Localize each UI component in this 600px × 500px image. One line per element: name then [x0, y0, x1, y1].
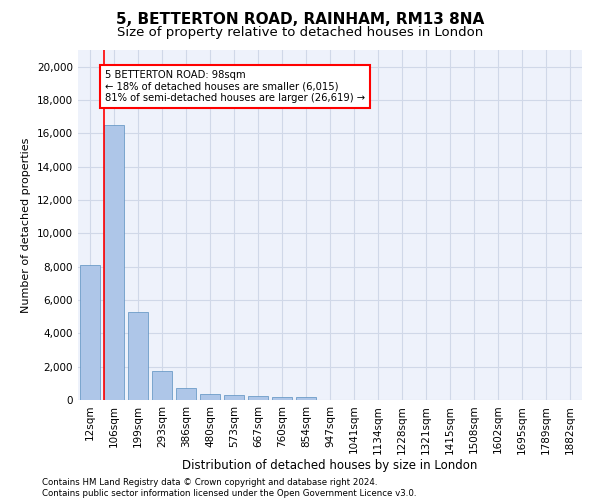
X-axis label: Distribution of detached houses by size in London: Distribution of detached houses by size …: [182, 459, 478, 472]
Bar: [152, 371, 172, 400]
Bar: [200, 394, 220, 400]
Text: Contains HM Land Registry data © Crown copyright and database right 2024.
Contai: Contains HM Land Registry data © Crown c…: [42, 478, 416, 498]
Text: 5, BETTERTON ROAD, RAINHAM, RM13 8NA: 5, BETTERTON ROAD, RAINHAM, RM13 8NA: [116, 12, 484, 28]
Bar: [224, 396, 244, 400]
Y-axis label: Number of detached properties: Number of detached properties: [22, 138, 31, 312]
Bar: [104, 125, 124, 400]
Text: 5 BETTERTON ROAD: 98sqm
← 18% of detached houses are smaller (6,015)
81% of semi: 5 BETTERTON ROAD: 98sqm ← 18% of detache…: [105, 70, 365, 103]
Bar: [296, 397, 316, 400]
Text: Size of property relative to detached houses in London: Size of property relative to detached ho…: [117, 26, 483, 39]
Bar: [248, 396, 268, 400]
Bar: [80, 265, 100, 400]
Bar: [272, 397, 292, 400]
Bar: [128, 312, 148, 400]
Bar: [176, 388, 196, 400]
